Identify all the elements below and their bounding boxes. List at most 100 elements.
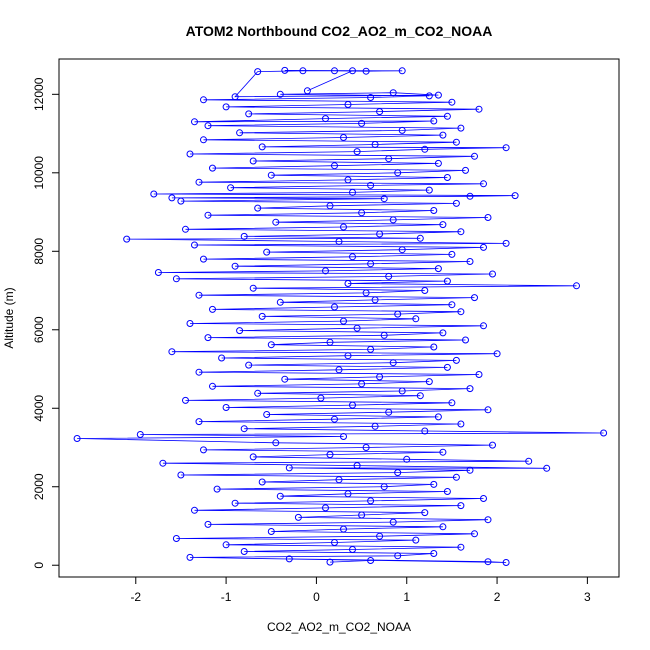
data-point [439,221,447,229]
data-point [276,492,284,500]
data-point [159,459,167,467]
data-point [362,67,370,75]
data-point [457,502,465,510]
data-point [236,129,244,137]
data-point [394,169,402,177]
data-point [340,525,347,533]
data-point [525,457,533,465]
data-point [249,157,257,165]
data-point [195,291,203,299]
data-point [258,478,266,486]
data-point [182,396,189,404]
y-tick-label: 2000 [32,473,46,500]
data-point [452,356,460,364]
data-point [204,211,212,219]
data-point [231,93,239,101]
data-point [471,530,478,538]
data-point [371,296,379,304]
data-point [154,269,162,276]
data-point [249,284,257,292]
x-tick-label: -1 [221,590,232,604]
x-tick-label: -2 [130,590,141,604]
data-point [448,399,456,407]
data-point [466,192,474,200]
data-point [182,225,189,233]
data-point [389,518,397,526]
data-point [344,280,352,287]
data-point [240,425,248,433]
data-point [376,230,384,238]
data-point [439,131,447,139]
data-point [484,214,492,221]
data-point [457,308,465,316]
data-point [191,506,198,514]
data-series [73,66,608,566]
data-point [416,234,424,242]
y-axis: 0 2000 4000 6000 8000 10000 12000 [32,77,60,569]
data-point [425,378,433,386]
data-point [421,509,429,517]
data-point [331,539,338,546]
data-point [254,68,262,76]
data-point [380,195,388,203]
data-point [389,89,397,97]
data-point [480,322,487,330]
data-point [209,164,216,172]
data-point [439,448,447,456]
data-point [443,488,451,495]
data-point [335,238,343,245]
data-point [471,294,478,302]
data-point [276,90,284,98]
data-point [462,166,469,174]
data-point [245,110,253,118]
data-point [475,105,483,113]
data-point [322,267,329,275]
data-point [462,336,469,344]
data-point [443,112,451,120]
data-point [322,504,329,512]
data-point [303,87,311,95]
data-point [471,152,478,160]
data-point [430,117,438,125]
data-point [331,67,338,75]
x-tick-label: 2 [494,590,501,604]
data-point [452,473,460,481]
data-point [240,548,248,555]
data-point [258,312,266,320]
data-point [511,192,519,200]
data-point [380,331,388,339]
data-point [195,368,203,376]
data-point [349,67,356,75]
data-point [367,345,375,353]
data-point [358,209,366,217]
data-point [267,171,275,179]
data-point [389,216,397,224]
data-point [421,427,429,435]
data-point [150,190,158,198]
x-tick-label: 1 [403,590,410,604]
data-point [213,485,221,493]
data-point [480,243,487,251]
data-point [204,334,212,342]
data-point [362,289,370,297]
data-point [430,207,438,214]
data-point [452,199,460,207]
data-point [480,180,487,188]
data-point [258,143,266,151]
data-point [326,202,334,210]
data-point [168,194,176,202]
data-point [349,401,356,409]
data-point [353,462,361,470]
data-point [385,272,393,280]
data-point [358,511,366,519]
data-point [231,499,239,507]
data-point [425,92,433,100]
data-point [254,389,262,397]
data-point [200,446,207,454]
data-point [191,241,198,249]
data-point [191,118,198,126]
data-point [443,277,451,285]
data-point [263,248,271,256]
data-point [358,380,366,388]
